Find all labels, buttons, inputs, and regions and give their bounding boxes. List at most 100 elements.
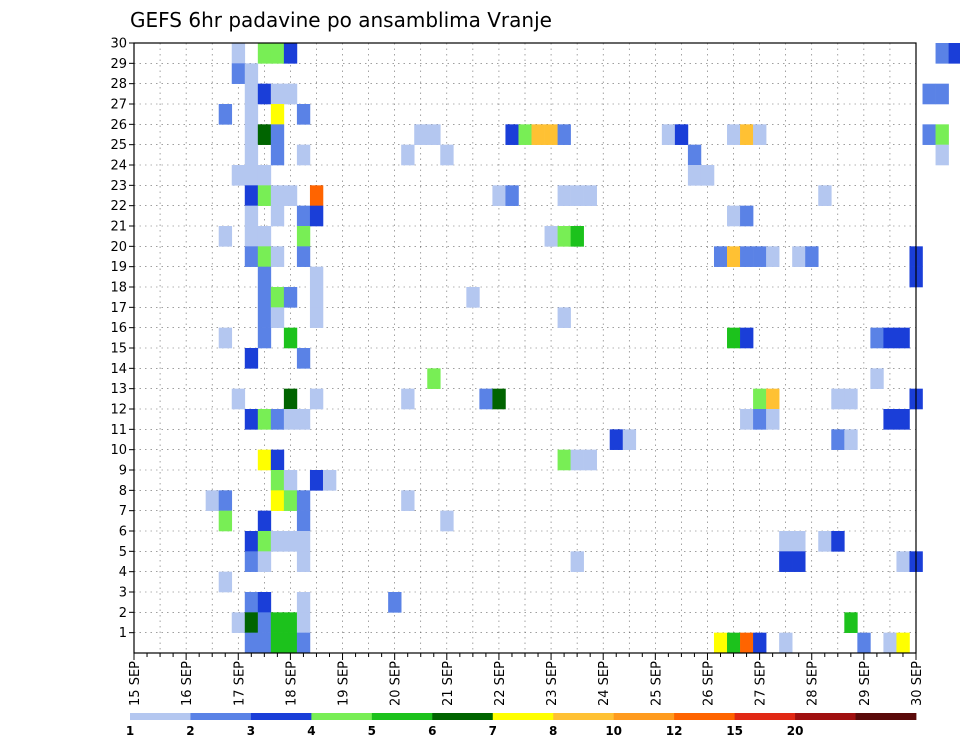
y-tick-label: 29 <box>110 57 127 72</box>
y-tick-label: 13 <box>110 382 127 397</box>
heatmap-cell <box>687 165 702 186</box>
heatmap-cell <box>740 327 754 349</box>
heatmap-cell <box>792 531 806 552</box>
heatmap-cell <box>557 307 571 328</box>
heatmap-cell <box>309 307 324 328</box>
legend-label: 20 <box>787 724 804 738</box>
heatmap-cell <box>896 551 910 572</box>
x-tick-label: 20 SEP <box>389 661 404 706</box>
heatmap-cell <box>270 612 285 633</box>
heatmap-cell <box>257 226 272 247</box>
heatmap-cell <box>700 165 715 186</box>
heatmap-cell <box>531 124 545 145</box>
heatmap-cell <box>296 490 311 511</box>
y-tick-label: 16 <box>110 321 127 336</box>
legend-label: 2 <box>186 724 194 738</box>
heatmap-cell <box>844 612 858 633</box>
x-tick-label: 16 SEP <box>180 661 195 706</box>
heatmap-cell <box>257 287 272 308</box>
heatmap-cell <box>309 185 324 206</box>
heatmap-cell <box>753 246 767 267</box>
heatmap-cell <box>257 510 272 532</box>
heatmap-cell <box>779 531 793 552</box>
heatmap-cell <box>244 592 259 613</box>
heatmap-cell <box>557 449 571 471</box>
heatmap-cell <box>257 449 272 471</box>
heatmap-cell <box>244 165 259 186</box>
heatmap-cell <box>831 388 845 410</box>
legend-swatch <box>674 713 736 720</box>
heatmap-cell <box>257 612 272 633</box>
heatmap-cell <box>257 307 272 328</box>
x-tick-label: 27 SEP <box>754 661 769 706</box>
heatmap-cell <box>544 124 558 145</box>
heatmap-cell <box>322 470 337 491</box>
heatmap-cell <box>883 632 897 654</box>
x-tick-label: 23 SEP <box>545 661 560 706</box>
heatmap-cell <box>779 632 793 654</box>
heatmap-cell <box>257 531 272 552</box>
heatmap-cell <box>283 388 298 410</box>
heatmap-cell <box>622 429 637 450</box>
heatmap-cell <box>296 510 311 532</box>
heatmap-cell <box>270 307 285 328</box>
heatmap-cell <box>309 388 324 410</box>
heatmap-cell <box>570 551 584 572</box>
heatmap-cell <box>283 185 298 206</box>
heatmap-cell <box>740 246 754 267</box>
heatmap-cell <box>270 83 285 105</box>
heatmap-cell <box>583 185 597 206</box>
heatmap-cell <box>753 388 767 410</box>
heatmap-cell <box>244 63 259 84</box>
legend-swatch <box>795 713 856 720</box>
heatmap-cell <box>466 287 480 308</box>
heatmap-cell <box>283 43 298 64</box>
heatmap-cell <box>570 449 584 471</box>
y-tick-label: 20 <box>110 240 127 255</box>
heatmap-cell <box>883 327 897 349</box>
heatmap-cell <box>270 409 285 430</box>
heatmap-cell <box>727 246 741 267</box>
heatmap-cell <box>727 632 741 654</box>
heatmap-cell <box>818 531 832 552</box>
heatmap-cell <box>766 409 780 430</box>
heatmap-cell <box>270 104 285 125</box>
heatmap-cell <box>570 185 584 206</box>
x-tick-label: 28 SEP <box>806 661 821 706</box>
heatmap-cell <box>296 409 311 430</box>
heatmap-cell <box>831 531 845 552</box>
y-tick-label: 22 <box>110 199 127 214</box>
x-tick-label: 21 SEP <box>441 661 456 706</box>
heatmap-cell <box>270 246 285 267</box>
heatmap-cell <box>244 185 259 206</box>
heatmap-cell <box>296 551 311 572</box>
heatmap-cell <box>740 409 754 430</box>
heatmap-cell <box>557 226 571 247</box>
heatmap-cell <box>727 124 741 145</box>
heatmap-cell <box>674 124 689 145</box>
heatmap-cell <box>401 144 415 166</box>
heatmap-cell <box>244 551 259 572</box>
legend-swatch <box>371 713 433 720</box>
heatmap-cell <box>401 388 415 410</box>
heatmap-cell <box>935 43 949 64</box>
heatmap-cell <box>283 83 298 105</box>
heatmap-cells <box>205 43 960 654</box>
x-tick-label: 26 SEP <box>701 661 716 706</box>
heatmap-cell <box>401 490 415 511</box>
heatmap-cell <box>713 632 728 654</box>
heatmap-cell <box>440 510 454 532</box>
heatmap-cell <box>257 124 272 145</box>
heatmap-cell <box>218 571 233 593</box>
heatmap-cell <box>283 470 298 491</box>
legend-label: 10 <box>605 724 622 738</box>
y-tick-label: 7 <box>119 504 127 519</box>
heatmap-cell <box>218 510 233 532</box>
x-tick-label: 17 SEP <box>232 661 247 706</box>
heatmap-cell <box>270 531 285 552</box>
heatmap-cell <box>427 124 441 145</box>
heatmap-cell <box>283 490 298 511</box>
heatmap-cell <box>270 205 285 227</box>
legend-label: 5 <box>368 724 376 738</box>
